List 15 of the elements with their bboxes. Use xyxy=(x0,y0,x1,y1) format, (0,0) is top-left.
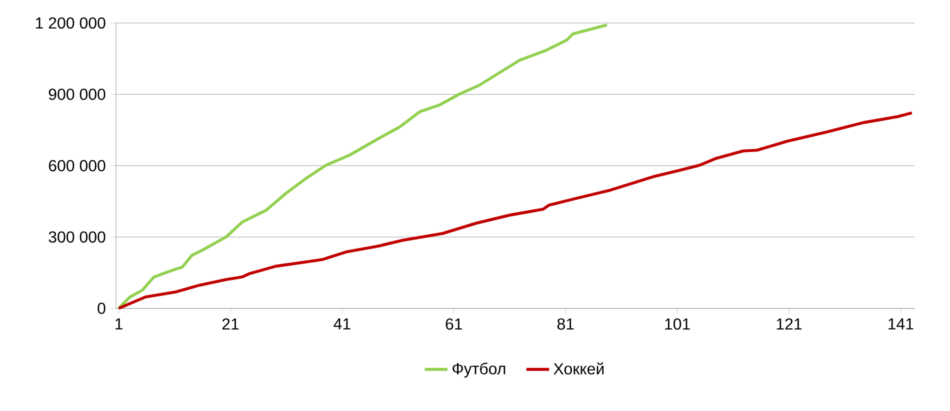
x-tick-label: 1 xyxy=(116,318,122,330)
y-tick-label: 900 000 xyxy=(48,88,106,100)
y-tick-label: 600 000 xyxy=(48,160,106,172)
x-tick-label: 141 xyxy=(888,318,914,330)
x-tick-label: 81 xyxy=(557,318,574,330)
x-tick-label: 61 xyxy=(446,318,462,330)
legend-label: Футбол xyxy=(452,362,506,378)
x-tick-label: 21 xyxy=(222,318,239,330)
legend-label: Хоккей xyxy=(554,362,604,374)
y-tick-label: 0 xyxy=(98,302,106,314)
x-tick-label: 41 xyxy=(334,318,350,330)
y-tick-label: 1 200 000 xyxy=(36,17,106,29)
y-tick-label: 300 000 xyxy=(48,231,106,243)
x-tick-label: 121 xyxy=(776,318,802,330)
x-tick-label: 101 xyxy=(665,318,690,330)
